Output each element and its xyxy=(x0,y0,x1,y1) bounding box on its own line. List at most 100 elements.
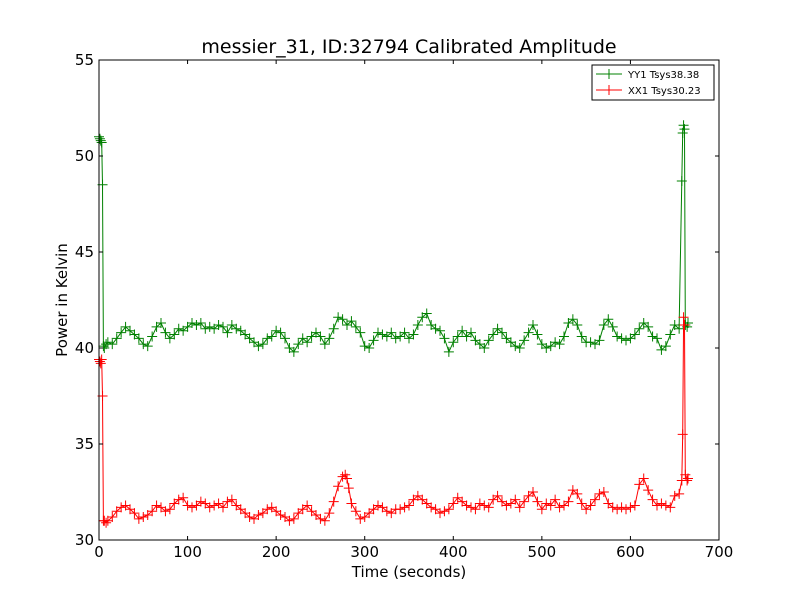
series-1-point xyxy=(138,339,149,350)
series-2-point xyxy=(169,498,180,509)
series-2-point xyxy=(545,500,556,511)
series-1-point xyxy=(408,329,419,340)
x-tick-label: 100 xyxy=(173,543,202,561)
series-2-point xyxy=(590,494,600,505)
series-2-point xyxy=(187,502,197,513)
series-2-point xyxy=(448,498,459,509)
series-2-point xyxy=(302,500,313,511)
series-2-point xyxy=(479,500,490,511)
plot-area-frame xyxy=(98,59,720,541)
series-2-point xyxy=(359,511,370,522)
series-1-point xyxy=(373,327,383,338)
series-1-point xyxy=(656,344,667,355)
series-2-point xyxy=(142,510,153,521)
series-1-point xyxy=(209,323,220,334)
series-2-point xyxy=(204,502,215,513)
series-2-point xyxy=(399,502,410,513)
series-2-point xyxy=(280,511,290,522)
series-2-point xyxy=(536,504,547,515)
series-1-point xyxy=(612,331,623,342)
series-1-point xyxy=(674,323,685,334)
series-2-point xyxy=(439,506,450,517)
series-1-point xyxy=(350,321,361,332)
series-1-point xyxy=(607,321,618,332)
series-1-point xyxy=(590,339,600,350)
series-1-point xyxy=(102,337,113,348)
series-2-point xyxy=(616,502,627,513)
series-2-point xyxy=(319,515,330,526)
x-tick-label: 600 xyxy=(616,543,645,561)
series-2-point xyxy=(474,498,485,509)
series-2-point xyxy=(680,469,691,480)
series-2-point xyxy=(160,506,171,517)
series-1-point xyxy=(585,337,596,348)
series-layer xyxy=(94,120,693,528)
series-2-point xyxy=(488,494,499,505)
series-1-point xyxy=(488,329,499,340)
series-1-point xyxy=(678,120,689,131)
series-2-point xyxy=(350,506,361,517)
series-1-point xyxy=(302,337,313,348)
series-2-point xyxy=(147,506,158,517)
series-2-point xyxy=(364,508,375,519)
series-2-point xyxy=(343,483,354,494)
legend-label: YY1 Tsys38.38 xyxy=(627,70,699,81)
series-2-point xyxy=(346,498,357,509)
series-1-point xyxy=(404,333,414,344)
series-1-point xyxy=(107,339,118,350)
series-1-point xyxy=(528,319,538,330)
series-2-point xyxy=(395,504,406,515)
x-tick-label: 400 xyxy=(439,543,468,561)
series-1-point xyxy=(116,327,127,338)
x-tick-label: 500 xyxy=(528,543,557,561)
series-2-point xyxy=(621,504,631,515)
series-2-point xyxy=(244,511,255,522)
series-2-point xyxy=(581,504,592,515)
series-1-point xyxy=(474,339,485,350)
x-tick-label: 200 xyxy=(262,543,291,561)
series-1-point xyxy=(448,337,459,348)
y-tick-label: 40 xyxy=(75,339,94,357)
series-2-point xyxy=(594,488,605,499)
series-2-point xyxy=(682,475,693,486)
series-1-point xyxy=(342,319,352,330)
series-2-point xyxy=(567,485,578,496)
series-1-point xyxy=(501,333,512,344)
series-1-point xyxy=(169,329,180,340)
series-1-point xyxy=(324,333,335,344)
series-1-point xyxy=(541,343,552,353)
series-2-point xyxy=(240,508,251,519)
series-1-point xyxy=(147,331,158,342)
series-2-point xyxy=(102,515,113,526)
series-2-point xyxy=(226,494,237,505)
series-1-point xyxy=(638,318,649,329)
series-1-point xyxy=(677,127,688,138)
series-1-point xyxy=(240,329,251,340)
series-1-point xyxy=(616,333,627,344)
series-1-point xyxy=(244,333,255,344)
series-1-point xyxy=(94,133,105,144)
series-1-point xyxy=(151,321,162,332)
series-2-point xyxy=(652,500,662,511)
series-2-point xyxy=(324,508,335,519)
series-2-point xyxy=(559,500,569,511)
series-1-point xyxy=(660,341,671,352)
series-1-point xyxy=(439,333,450,344)
series-2-point xyxy=(284,515,295,526)
series-1-point xyxy=(182,321,193,332)
series-1-point xyxy=(120,321,131,332)
series-1-point xyxy=(133,333,144,344)
series-1-point xyxy=(328,323,339,334)
series-2-point xyxy=(412,490,423,501)
legend-marker-swatch xyxy=(604,85,614,95)
series-2-point xyxy=(647,494,658,505)
tick-layer: 0 100 200 300 400 500 600 700 30 35 40 45 50 55 xyxy=(75,51,733,561)
series-2-point xyxy=(492,490,503,501)
series-2-point xyxy=(483,502,494,513)
series-1-point xyxy=(319,339,330,350)
series-2-point xyxy=(550,494,561,505)
series-2-point xyxy=(262,504,273,515)
series-2-point xyxy=(222,496,233,507)
series-1-point xyxy=(346,316,357,327)
